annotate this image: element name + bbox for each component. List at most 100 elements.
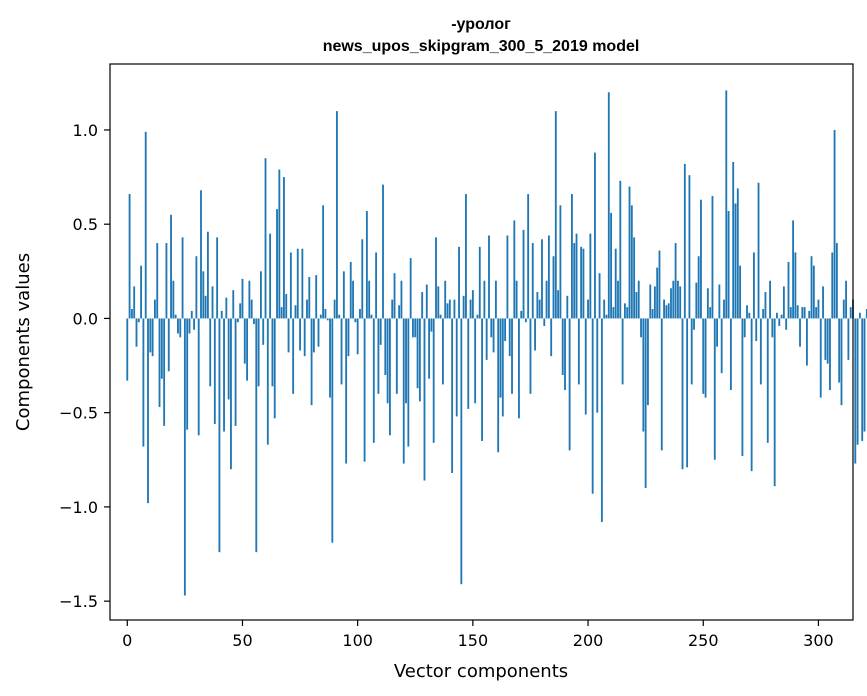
bar — [713, 318, 716, 460]
bar — [262, 318, 265, 345]
bar — [441, 318, 444, 385]
bar — [695, 282, 698, 319]
y-axis-label: Components values — [13, 253, 34, 431]
bar — [610, 212, 613, 319]
bar — [389, 318, 391, 436]
bar — [490, 318, 493, 338]
bar — [829, 318, 831, 391]
bar — [865, 309, 867, 319]
bar — [499, 318, 502, 398]
bar — [753, 252, 755, 319]
bar — [276, 209, 278, 319]
bar — [200, 190, 202, 319]
bar — [126, 318, 129, 381]
bar — [356, 318, 359, 355]
bar — [690, 318, 693, 385]
bar — [365, 211, 368, 319]
bar — [299, 318, 301, 351]
bar — [716, 318, 718, 347]
bar — [462, 295, 465, 319]
bar — [469, 299, 472, 319]
bar — [301, 248, 304, 319]
bar — [257, 318, 260, 387]
bar — [676, 280, 679, 319]
bar — [582, 248, 585, 319]
bar — [527, 194, 530, 319]
bar — [656, 267, 659, 319]
bar — [292, 318, 295, 394]
bar — [414, 318, 417, 338]
bar — [471, 290, 474, 319]
bar — [541, 239, 543, 319]
bar — [617, 280, 619, 319]
bar — [135, 318, 138, 347]
bar — [725, 90, 728, 319]
bar — [315, 275, 318, 319]
bar — [711, 195, 714, 319]
bar — [743, 318, 746, 338]
bar — [488, 235, 490, 319]
bar — [552, 256, 555, 319]
bar — [402, 318, 405, 464]
bar — [400, 280, 403, 319]
bar — [831, 252, 834, 319]
bar — [534, 318, 536, 351]
bar — [764, 292, 767, 319]
bar — [370, 314, 373, 319]
bar — [250, 299, 253, 319]
bar — [849, 307, 852, 319]
bar — [640, 318, 642, 338]
bar — [771, 318, 774, 338]
bar — [271, 318, 274, 387]
bar — [181, 237, 184, 319]
bar — [174, 314, 177, 319]
bar — [444, 280, 447, 319]
bar — [863, 318, 866, 432]
bar — [209, 318, 212, 387]
bar — [787, 261, 790, 319]
bar — [264, 158, 267, 319]
bar — [554, 111, 557, 319]
bar — [769, 280, 771, 319]
bar — [803, 307, 806, 319]
bar — [697, 256, 700, 319]
bar — [347, 318, 350, 357]
bar — [665, 305, 668, 319]
bar — [799, 318, 801, 347]
bar — [531, 243, 534, 319]
bar — [748, 312, 751, 319]
bar — [845, 280, 848, 319]
bar — [439, 314, 442, 319]
bar — [243, 318, 246, 364]
bar — [854, 318, 857, 464]
bar — [478, 246, 481, 319]
bar — [395, 318, 398, 394]
bar — [575, 233, 578, 319]
bar — [589, 233, 592, 319]
bar — [584, 318, 587, 415]
bar — [289, 252, 292, 319]
bar — [248, 280, 251, 319]
x-tick-label: 0 — [122, 631, 132, 650]
bar — [133, 286, 136, 319]
bar — [306, 299, 308, 319]
bar — [706, 288, 709, 319]
bar — [342, 271, 345, 319]
bar — [338, 314, 341, 319]
bar — [600, 318, 603, 522]
bar — [294, 305, 297, 319]
y-tick-label: −1.0 — [59, 498, 98, 517]
bar — [467, 318, 470, 409]
bar — [204, 295, 207, 319]
bar — [253, 318, 255, 325]
bar — [266, 318, 269, 445]
bar — [497, 318, 500, 453]
x-tick-label: 300 — [803, 631, 834, 650]
bar — [518, 318, 520, 419]
bar — [835, 243, 838, 319]
bar — [566, 295, 569, 319]
bar — [785, 318, 788, 330]
bar — [319, 314, 322, 319]
bar — [759, 318, 762, 385]
bar — [550, 318, 553, 357]
